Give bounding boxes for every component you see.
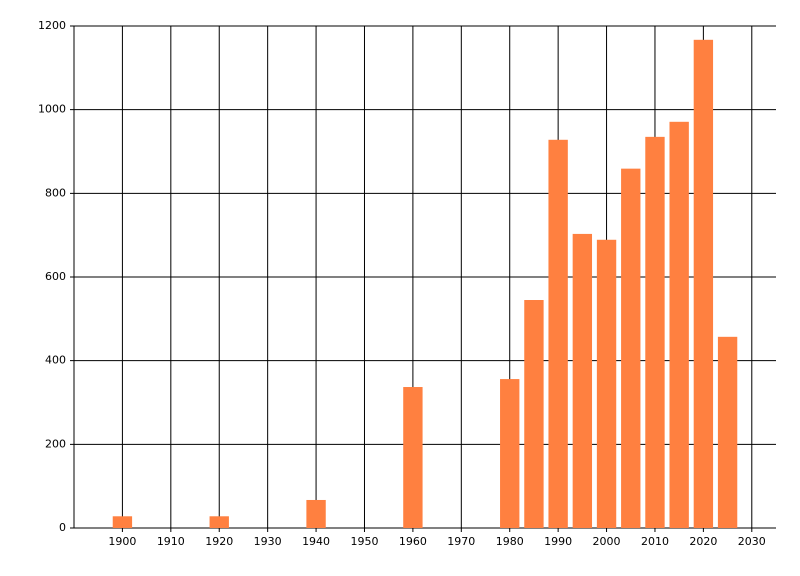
bar (717, 336, 738, 528)
y-tick-label: 800 (45, 186, 66, 199)
bar (112, 516, 133, 528)
bar (621, 168, 641, 528)
x-tick-label: 1900 (108, 535, 136, 548)
bar (209, 516, 229, 528)
bar (572, 233, 593, 528)
y-tick-label: 400 (45, 354, 66, 367)
bar (548, 139, 568, 528)
bar (403, 387, 423, 528)
bar (596, 239, 617, 529)
x-tick-label: 1950 (350, 535, 378, 548)
x-tick-label: 2020 (689, 535, 717, 548)
bar (645, 136, 665, 528)
x-tick-label: 1920 (205, 535, 233, 548)
bar (693, 39, 714, 529)
y-tick-label: 600 (45, 270, 66, 283)
x-tick-label: 2000 (593, 535, 621, 548)
x-tick-label: 1960 (399, 535, 427, 548)
y-tick-label: 200 (45, 437, 66, 450)
bar (306, 499, 326, 528)
x-tick-label: 1910 (157, 535, 185, 548)
x-tick-label: 1980 (496, 535, 524, 548)
x-tick-label: 1970 (447, 535, 475, 548)
x-tick-label: 2010 (641, 535, 669, 548)
bar (500, 379, 520, 528)
y-tick-label: 0 (59, 521, 66, 534)
x-tick-label: 2030 (738, 535, 766, 548)
x-tick-label: 1990 (544, 535, 572, 548)
x-tick-label: 1940 (302, 535, 330, 548)
bar (524, 300, 544, 528)
x-tick-label: 1930 (254, 535, 282, 548)
y-tick-label: 1200 (38, 19, 66, 32)
y-tick-label: 1000 (38, 103, 66, 116)
bar (669, 121, 689, 528)
